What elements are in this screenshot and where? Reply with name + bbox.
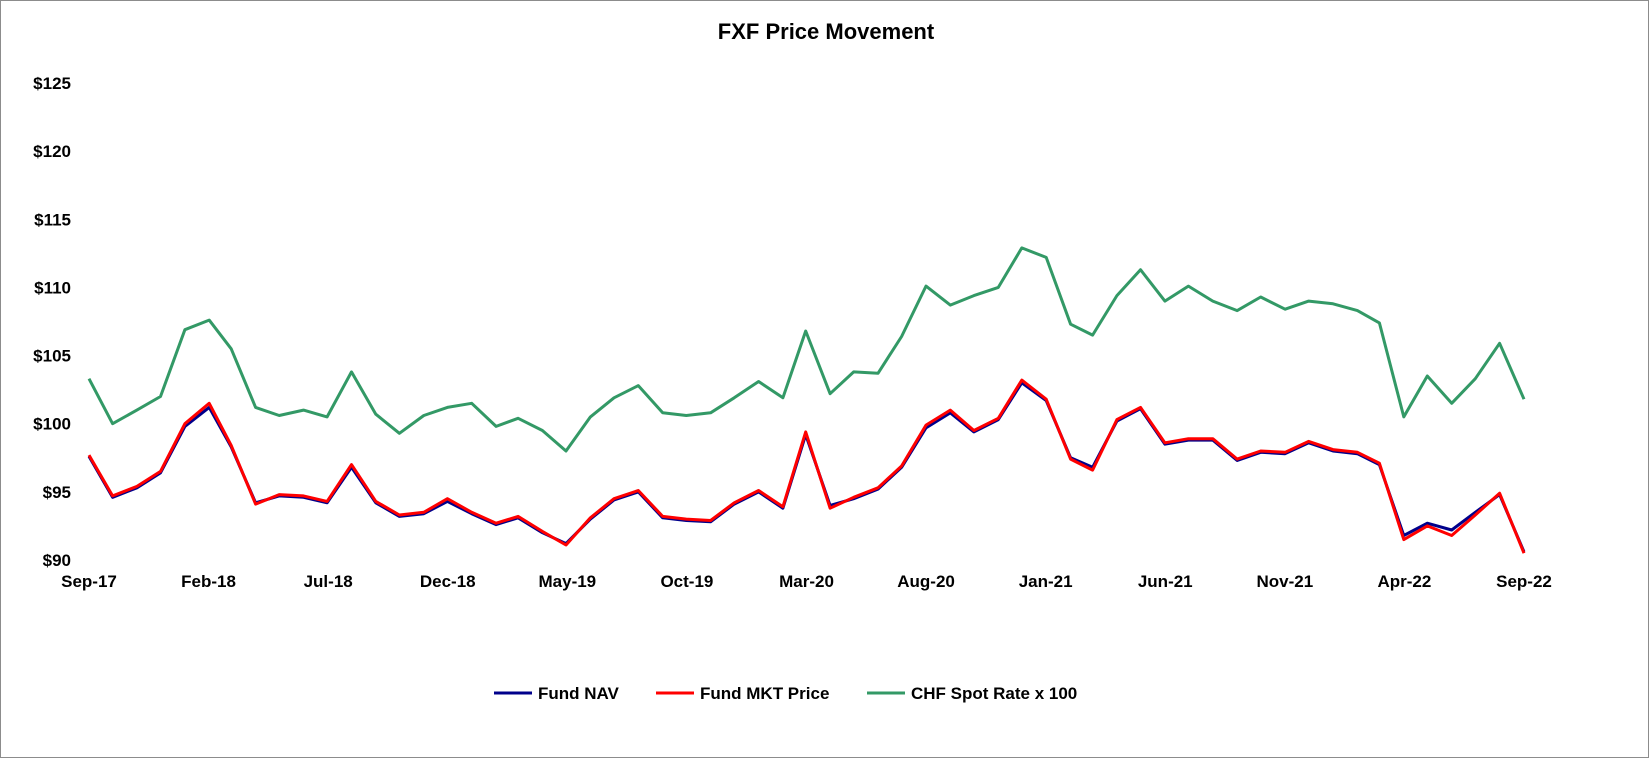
y-tick-label: $110 <box>34 278 71 297</box>
y-tick-label: $95 <box>43 483 71 502</box>
x-tick-label: Oct-19 <box>660 572 713 591</box>
x-tick-label: Aug-20 <box>897 572 955 591</box>
series-line-fund-mkt-price <box>87 378 1526 554</box>
y-tick-label: $125 <box>33 74 71 93</box>
y-tick-label: $120 <box>33 142 71 161</box>
x-tick-label: Sep-22 <box>1496 572 1552 591</box>
x-tick-label: Nov-21 <box>1256 572 1313 591</box>
legend-label: Fund NAV <box>538 684 620 703</box>
legend-label: CHF Spot Rate x 100 <box>911 684 1077 703</box>
x-tick-label: Jul-18 <box>304 572 353 591</box>
chart-title: FXF Price Movement <box>718 19 935 44</box>
x-tick-label: Jan-21 <box>1019 572 1073 591</box>
x-axis-tick-labels: Sep-17 Feb-18 Jul-18 Dec-18 May-19 Oct-19 Mar-… <box>61 572 1552 591</box>
y-axis-tick-labels: $90 $95 $100 $105 $110 $115 $120 $125 <box>33 74 71 570</box>
x-tick-label: Jun-21 <box>1138 572 1193 591</box>
x-tick-label: Dec-18 <box>420 572 476 591</box>
y-tick-label: $115 <box>34 210 71 229</box>
x-tick-label: Sep-17 <box>61 572 117 591</box>
y-tick-label: $90 <box>43 551 71 570</box>
x-tick-label: Feb-18 <box>181 572 236 591</box>
legend-label: Fund MKT Price <box>700 684 829 703</box>
series-line-chf-spot-rate-x-100 <box>87 246 1526 453</box>
y-tick-label: $100 <box>33 415 71 434</box>
x-tick-label: Apr-22 <box>1377 572 1431 591</box>
series-line-fund-nav <box>87 381 1526 553</box>
x-tick-label: Mar-20 <box>779 572 834 591</box>
y-tick-label: $105 <box>33 347 71 366</box>
series-lines <box>87 246 1526 554</box>
x-tick-label: May-19 <box>539 572 597 591</box>
legend: Fund NAV Fund MKT Price CHF Spot Rate x 10… <box>494 684 1077 703</box>
